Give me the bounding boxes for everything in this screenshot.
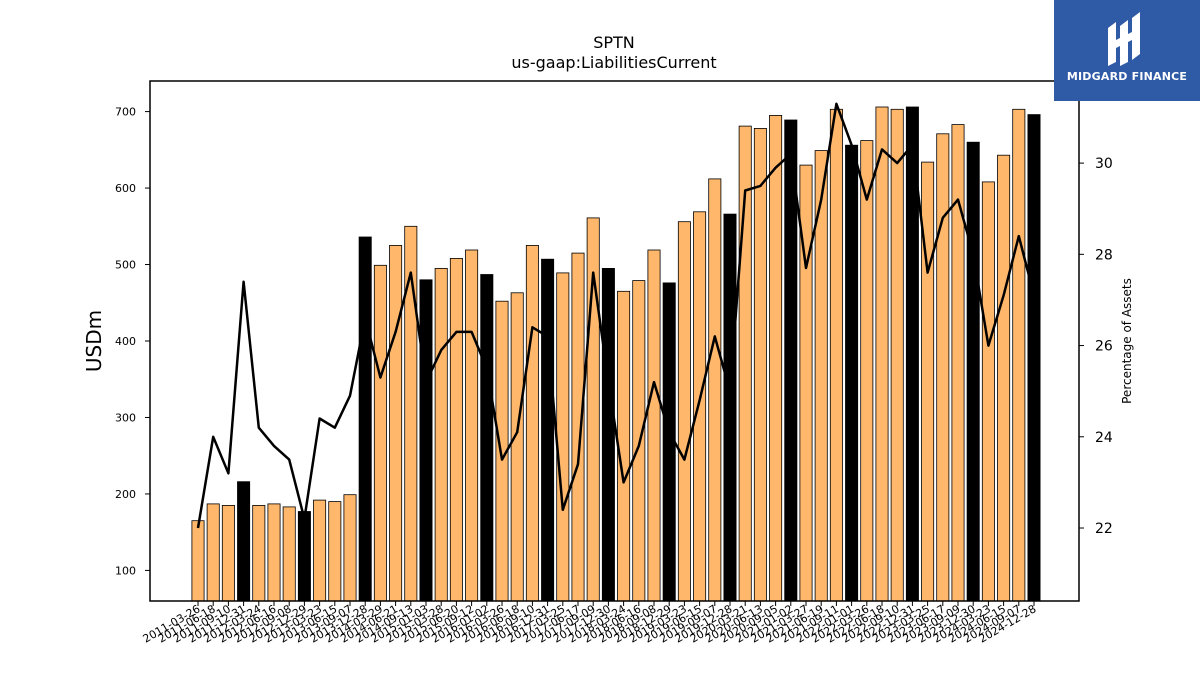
bar-2022-03-26 [860,140,874,602]
y-tick-label-100: 100 [115,564,136,577]
bar-2015-09-12 [465,249,479,602]
logo-text: MIDGARD FINANCE [1066,70,1188,83]
y-tick-label-400: 400 [115,335,136,348]
chart-title: SPTN [593,33,635,52]
bar-2019-12-28 [723,213,737,602]
chart-subtitle: us-gaap:LiabilitiesCurrent [511,53,716,72]
bar-2022-09-10 [890,108,904,602]
bar-2023-12-30 [966,141,980,602]
bar-2024-12-28 [1027,114,1041,602]
bar-2013-06-15 [328,501,342,602]
bar-2016-01-02 [480,274,494,602]
y-axis-label: USDm [82,310,106,372]
bar-2015-06-20 [449,257,463,602]
bar-2011-12-31 [237,481,251,602]
bar-2014-03-29 [373,264,387,602]
y2-tick-label-26: 26 [1095,339,1113,355]
bar-2017-06-17 [571,252,585,602]
y-tick-label-600: 600 [115,182,136,195]
bar-2015-01-03 [419,279,433,602]
bar-2011-09-10 [221,504,235,602]
y2-tick-label-30: 30 [1095,156,1113,172]
bar-2012-09-08 [282,506,296,602]
y-axis-left: 100 200 300 400 500 600 700 [115,106,150,577]
bar-2023-09-09 [951,124,965,602]
bar-2024-06-15 [997,154,1011,602]
bar-2012-12-29 [297,511,311,602]
y-tick-label-700: 700 [115,106,136,119]
bar-2015-03-28 [434,267,448,602]
brand-logo: MIDGARD FINANCE [1054,0,1200,101]
y2-tick-label-22: 22 [1095,521,1113,537]
bar-2016-09-10 [525,244,539,602]
bar-2013-03-23 [313,499,327,602]
bar-2017-03-25 [556,272,570,602]
bar-2013-12-28 [358,236,372,602]
bar-2020-09-05 [769,115,783,602]
percentage-of-assets-line [196,102,1036,529]
bar-2024-09-07 [1012,108,1026,602]
bar-2019-09-07 [708,178,722,602]
y2-tick-label-28: 28 [1095,247,1113,263]
bar-2011-06-18 [206,503,220,602]
bar-2011-03-26 [191,520,205,602]
bar-2022-06-18 [875,106,889,602]
logo-mark-icon [1108,12,1140,66]
bar-2014-06-21 [389,244,403,602]
bar-2019-06-15 [693,211,707,602]
y2-axis-label: Percentage of Assets [1120,278,1134,404]
bar-2013-09-07 [343,494,357,602]
bar-2014-09-13 [404,225,418,602]
bars-layer [191,106,1041,602]
bar-2018-09-08 [647,249,661,602]
bar-2020-06-13 [753,127,767,602]
bar-2016-06-18 [510,292,524,602]
bar-2016-12-31 [541,258,555,602]
y-axis-right: 22 24 26 28 30 [1079,156,1113,537]
bar-2012-03-24 [252,504,266,602]
bar-2017-12-30 [601,267,615,602]
bar-2012-06-16 [267,503,281,602]
y-tick-label-300: 300 [115,411,136,424]
y2-tick-label-24: 24 [1095,430,1113,446]
bar-2024-03-23 [981,181,995,602]
x-axis: 2011-03-262011-06-182011-09-102011-12-31… [141,601,1039,646]
y-tick-label-500: 500 [115,259,136,272]
bar-2019-03-23 [677,221,691,602]
bar-2021-09-11 [829,108,843,602]
bar-2023-06-17 [936,133,950,602]
bar-2022-01-01 [845,144,859,602]
y-tick-label-200: 200 [115,488,136,501]
